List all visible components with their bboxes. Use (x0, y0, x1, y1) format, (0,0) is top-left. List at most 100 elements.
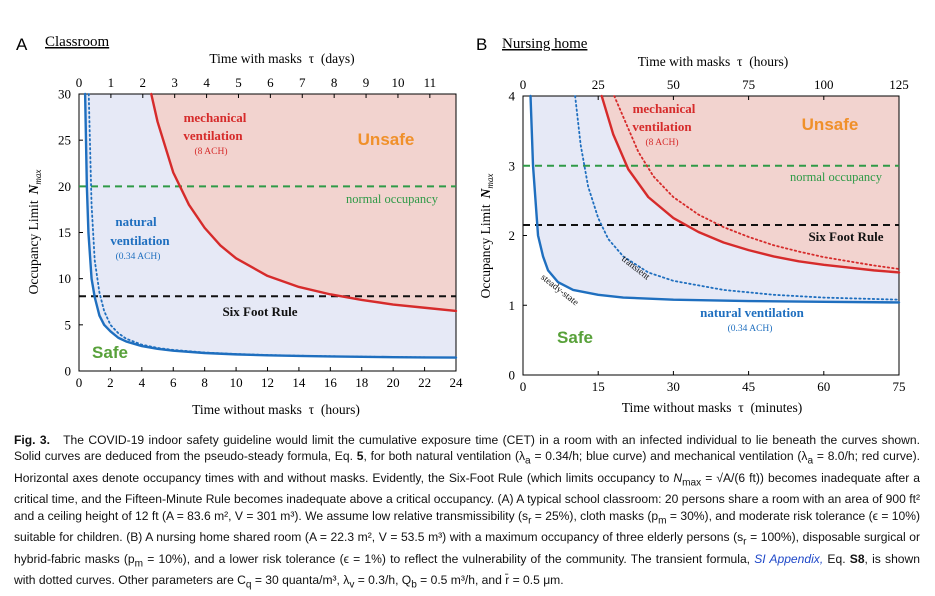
x2-tick-label: 5 (235, 75, 242, 90)
natural-ventilation-solid-curve (83, 92, 458, 359)
x2-tick-label: 25 (592, 77, 605, 92)
x-tick-label: 22 (418, 375, 431, 390)
x2-tick-label: 50 (667, 77, 680, 92)
x2-tick-label: 11 (424, 75, 437, 90)
annotation-label: Safe (557, 328, 593, 347)
mechanical-ventilation-solid-curve (600, 94, 901, 274)
x2-tick-label: 3 (171, 75, 178, 90)
x-tick-label: 20 (387, 375, 400, 390)
svg-text:Occupancy LimitNmax: Occupancy Limit Nmax (478, 174, 495, 299)
caption-sub-v: v (349, 579, 355, 591)
caption-sub-a2: a (807, 455, 814, 467)
panel-a-top-axis-label: Time with masks τ (days) (209, 51, 354, 66)
caption-p1: The COVID-19 indoor safety guideline wou… (14, 433, 920, 464)
x-tick-label: 75 (893, 379, 906, 394)
annotation-label: Six Foot Rule (808, 229, 883, 244)
x-tick-label: 14 (292, 375, 306, 390)
x2-tick-label: 1 (108, 75, 115, 90)
x-tick-label: 12 (261, 375, 274, 390)
y-tick-label: 10 (58, 271, 71, 286)
panel-b-plot: 0 15 30 45 60 75 0 25 50 75 100 125 0 1 2 3 4 Unsafe Safe n… (509, 77, 909, 394)
caption-eq5: 5 (356, 449, 364, 464)
x-tick-label: 18 (355, 375, 368, 390)
caption-sub-m2: m (134, 558, 144, 570)
x2-tick-label: 10 (391, 75, 404, 90)
annotation-label: Unsafe (802, 115, 859, 134)
annotation-label: Six Foot Rule (222, 304, 297, 319)
y-tick-label: 3 (509, 158, 516, 173)
x-tick-label: 6 (170, 375, 177, 390)
x-tick-label: 0 (520, 379, 527, 394)
x-tick-label: 45 (742, 379, 755, 394)
x2-tick-label: 0 (76, 75, 83, 90)
x2-tick-label: 2 (140, 75, 147, 90)
annotation-label: natural ventilation (700, 305, 804, 320)
figure-caption: Fig. 3. The COVID-19 indoor safety guide… (14, 432, 920, 594)
panel-a-title: Classroom (45, 34, 110, 50)
annotation-label: (0.34 ACH) (116, 251, 161, 262)
transition-region (85, 94, 456, 358)
annotation-label: ventilation (183, 128, 243, 143)
annotation-label: (8 ACH) (646, 137, 679, 148)
caption-p14: = 0.5 m³/h, and r̄ = 0.5 μm. (416, 573, 564, 588)
y-tick-label: 2 (509, 228, 516, 243)
caption-p12: = 30 quanta/m³, λ (251, 573, 350, 588)
natural-ventilation-dotted-curve (87, 93, 457, 359)
si-appendix-link[interactable]: SI Appendix, (754, 551, 824, 566)
x2-tick-label: 8 (331, 75, 338, 90)
x-tick-label: 0 (76, 375, 83, 390)
y-tick-label: 25 (58, 133, 71, 148)
panel-a-ylabel-text: Occupancy Limit (26, 200, 41, 294)
annotation-label: (8 ACH) (195, 146, 228, 157)
caption-eqs8: S8 (849, 551, 865, 566)
x2-tick-label: 75 (742, 77, 755, 92)
caption-p11: , is shown with dotted curves. Other par… (14, 551, 920, 588)
panel-a-bottom-axis-label: Time without masks τ (hours) (192, 402, 360, 417)
natural-ventilation-solid-curve (529, 94, 901, 304)
panel-a-plot: 0 2 4 6 8 10 12 14 16 18 20 22 240 1 2 3 4 5 6 7 8 9 10 1105101… (58, 75, 463, 390)
figure-svg: A Classroom Time with masks τ (days) Tim… (16, 34, 909, 417)
mechanical-ventilation-solid-curve (150, 92, 458, 313)
y-tick-label: 30 (58, 87, 71, 102)
x2-tick-label: 9 (363, 75, 370, 90)
y-tick-label: 0 (65, 364, 72, 379)
transition-region (530, 96, 899, 303)
panel-a-y-axis-label: Occupancy Limit Nmax (26, 170, 43, 295)
caption-p3: = 0.34/h; blue curve) and mechanical ven… (530, 449, 808, 464)
x-tick-label: 24 (450, 375, 464, 390)
unsafe-region (151, 94, 456, 311)
panel-b-y-axis-label: Occupancy Limit Nmax (478, 174, 495, 299)
caption-nmax-sub: max (682, 477, 702, 489)
y-tick-label: 20 (58, 179, 71, 194)
panel-b-top-axis-label: Time with masks τ (hours) (638, 54, 788, 69)
figure: A Classroom Time with masks τ (days) Tim… (16, 34, 909, 417)
caption-p13: = 0.3/h, Q (354, 573, 412, 588)
y-tick-label: 15 (58, 225, 71, 240)
caption-sub-r2: r (743, 536, 747, 548)
panel-b-ylabel-var: N (478, 187, 493, 199)
x2-tick-label: 4 (203, 75, 210, 90)
panel-b-ylabel-sub: max (485, 174, 495, 189)
annotation-label: normal occupancy (346, 192, 439, 206)
annotation-label: normal occupancy (790, 170, 883, 184)
x2-tick-label: 125 (889, 77, 909, 92)
y-tick-label: 5 (65, 317, 72, 332)
caption-p4: = 8.0/h; red curve). Horizontal axes den… (14, 449, 921, 485)
caption-label: Fig. 3. (14, 433, 50, 447)
panel-b-bottom-axis-label: Time without masks τ (minutes) (622, 400, 802, 415)
caption-sub-a1: a (525, 455, 531, 467)
svg-text:Occupancy LimitNmax: Occupancy Limit Nmax (26, 170, 43, 295)
y-tick-label: 1 (509, 298, 516, 313)
caption-p5: = √A/(6 ft)) becomes inadequate after a … (14, 470, 920, 523)
natural-ventilation-dotted-curve (574, 95, 900, 301)
annotation-label: mechanical (184, 110, 247, 125)
annotation-label: ventilation (110, 233, 170, 248)
x-tick-label: 15 (592, 379, 605, 394)
caption-sub-r1: r (528, 515, 532, 527)
caption-p7: = 30%), and moderate risk tolerance (ϵ =… (14, 508, 920, 545)
x2-tick-label: 7 (299, 75, 306, 90)
annotation-label: Unsafe (358, 130, 415, 149)
x-tick-label: 4 (139, 375, 146, 390)
caption-sub-m1: m (658, 515, 667, 527)
annotation-label: (0.34 ACH) (728, 323, 773, 334)
